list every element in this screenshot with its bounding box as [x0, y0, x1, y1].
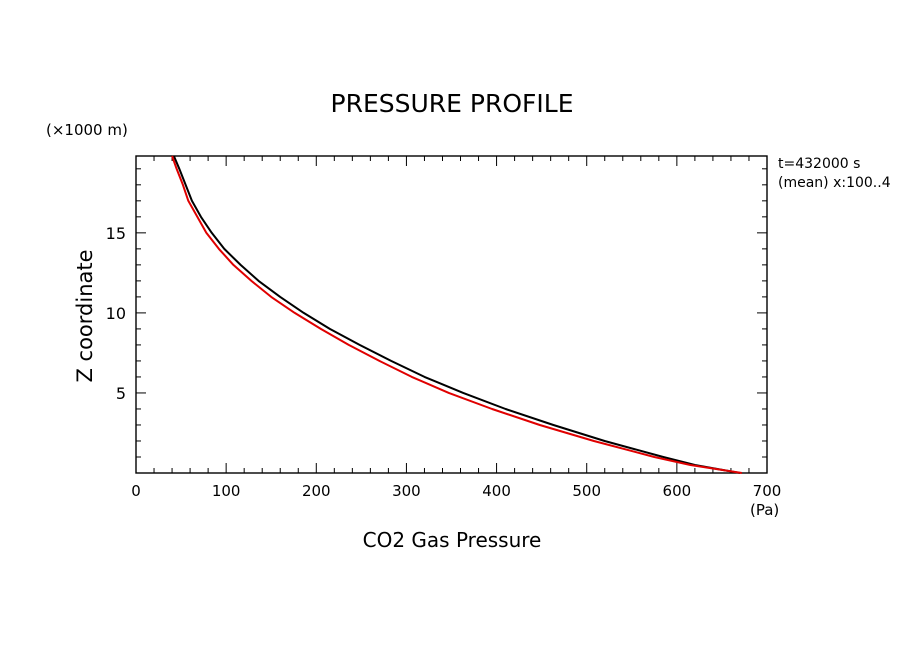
- series-line-2: [171, 155, 742, 474]
- annotation-time: t=432000 s: [778, 156, 860, 172]
- y-tick-label: 5: [116, 384, 126, 403]
- x-tick-label: 600: [663, 482, 692, 500]
- x-tick-label: 200: [302, 482, 331, 500]
- x-axis-label: CO2 Gas Pressure: [363, 528, 542, 552]
- series-line-1: [172, 155, 741, 474]
- annotation-mean: (mean) x:100..4: [778, 175, 891, 191]
- x-tick-label: 700: [753, 482, 782, 500]
- chart-title: PRESSURE PROFILE: [331, 89, 574, 118]
- x-tick-label: 400: [482, 482, 511, 500]
- x-unit-label: (Pa): [750, 501, 779, 519]
- x-tick-label: 500: [572, 482, 601, 500]
- y-tick-label: 15: [106, 224, 126, 243]
- x-tick-label: 100: [212, 482, 241, 500]
- y-tick-label: 10: [106, 304, 126, 323]
- x-tick-label: 300: [392, 482, 421, 500]
- plot-area: 0 100 200 300 400 500 600 700 5 10 15: [106, 155, 782, 500]
- y-unit-label: (×1000 m): [46, 121, 128, 139]
- plot-frame: [135, 155, 768, 474]
- x-tick-label: 0: [131, 482, 141, 500]
- y-axis-label: Z coordinate: [73, 249, 97, 382]
